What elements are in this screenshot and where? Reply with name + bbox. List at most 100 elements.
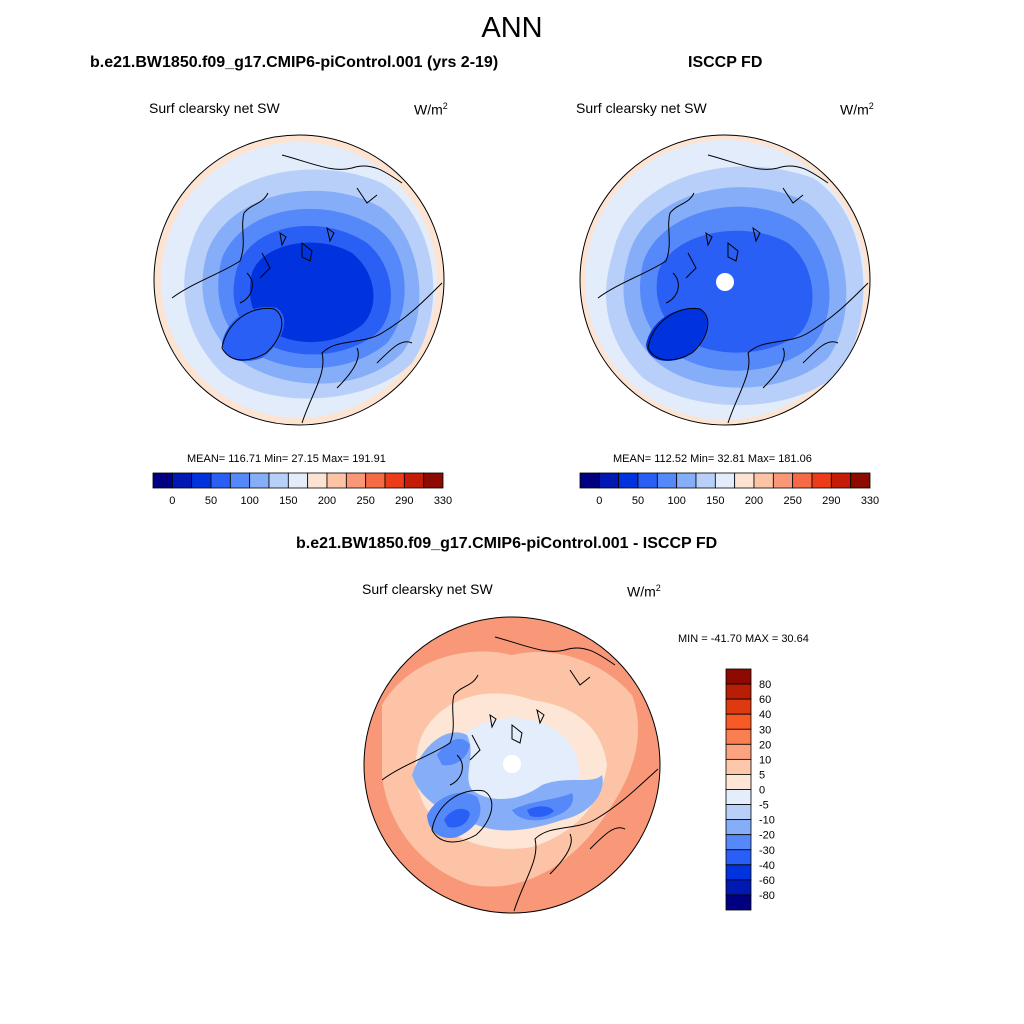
colorbar-swatch — [725, 789, 752, 805]
colorbar-tick-label: 150 — [279, 495, 297, 507]
colorbar-swatch — [725, 804, 752, 821]
colorbar-swatch — [725, 668, 752, 685]
colorbar-swatch — [676, 472, 697, 489]
colorbar-tick-label: 100 — [667, 495, 685, 507]
colorbar-tick-label: -10 — [759, 815, 775, 827]
panel-title-diff: b.e21.BW1850.f09_g17.CMIP6-piControl.001… — [296, 535, 718, 552]
colorbar-tick-label: 0 — [596, 495, 602, 507]
colorbar-tick-label: -30 — [759, 845, 775, 857]
colorbar-tick-label: 50 — [205, 495, 217, 507]
panel-title-obs: ISCCP FD — [688, 54, 763, 71]
colorbar-swatch — [249, 472, 270, 489]
colorbar-tick-label: 250 — [783, 495, 801, 507]
colorbar-swatch — [171, 472, 193, 489]
colorbar-tick-label: 290 — [395, 495, 413, 507]
coastline-islands — [489, 708, 545, 744]
colorbar-tick-label: 150 — [706, 495, 724, 507]
colorbar-swatch — [287, 472, 309, 489]
colorbar-swatch — [598, 472, 620, 489]
polar-map-obs — [579, 134, 871, 426]
coastline-greenland — [221, 307, 283, 361]
polar-map-model — [153, 134, 445, 426]
colorbar-tick-label: 10 — [759, 754, 771, 766]
coastline-eurasia — [301, 282, 443, 424]
map-boundary — [579, 134, 871, 426]
colorbar-swatch — [656, 472, 678, 489]
colorbar-swatch — [725, 849, 752, 866]
colorbar-swatch — [384, 472, 405, 489]
stats-obs: MEAN= 112.52 Min= 32.81 Max= 181.06 — [613, 453, 812, 465]
coastline-greenland — [647, 307, 709, 361]
page-title: ANN — [481, 12, 543, 44]
colorbar-swatch — [725, 834, 752, 851]
colorbar-tick-label: 250 — [356, 495, 374, 507]
units-label-diff: W/m2 — [627, 583, 661, 600]
colorbar-swatch — [326, 472, 347, 489]
coastline-canada — [171, 192, 271, 304]
colorbar-swatch — [725, 879, 752, 896]
colorbar-swatch — [365, 472, 386, 489]
colorbar-swatch — [307, 472, 328, 489]
coastline-canada — [597, 192, 697, 304]
colorbar-swatch — [725, 698, 752, 715]
colorbar-tick-label: 200 — [318, 495, 336, 507]
colorbar-swatch — [830, 472, 852, 489]
colorbar-tick-label: 0 — [759, 785, 765, 797]
coastline-islands — [705, 226, 761, 262]
polar-map-diff — [363, 616, 661, 914]
colorbar-tick-label: 20 — [759, 739, 771, 751]
colorbar-swatch — [734, 472, 755, 489]
colorbar-swatch — [725, 713, 752, 730]
map-boundary — [363, 616, 661, 914]
colorbar-tick-label: 330 — [861, 495, 879, 507]
colorbar-swatch — [725, 894, 752, 911]
colorbar-swatch — [714, 472, 736, 489]
colorbar-swatch — [210, 472, 231, 489]
diff-field-cool3 — [444, 806, 554, 828]
colorbar-tick-label: 30 — [759, 724, 771, 736]
colorbar-tick-label: -5 — [759, 800, 769, 812]
coastline-canada — [381, 674, 481, 786]
colorbar-tick-label: 80 — [759, 679, 771, 691]
colorbar-tick-label: 100 — [240, 495, 258, 507]
stats-model: MEAN= 116.71 Min= 27.15 Max= 191.91 — [187, 453, 386, 465]
colorbar-swatch — [191, 472, 212, 489]
coastline-siberia — [281, 154, 403, 204]
colorbar-tick-label: 200 — [745, 495, 763, 507]
colorbar-model: 0 50 100 150 200 250 290 330 — [152, 472, 452, 507]
colorbar-diff: 80 60 40 30 20 10 5 0 -5 -10 -20 -30 -40 -60 -80 — [725, 668, 775, 911]
colorbar-swatch — [345, 472, 367, 489]
colorbar-swatch — [725, 743, 752, 760]
colorbar-swatch — [772, 472, 794, 489]
coastline-greenland — [431, 789, 493, 843]
coastline-siberia — [494, 636, 616, 686]
pole-hole — [503, 755, 521, 773]
colorbar-swatch — [850, 472, 871, 489]
colorbar-tick-label: 40 — [759, 709, 771, 721]
colorbar-swatch — [725, 864, 752, 881]
variable-label-obs: Surf clearsky net SW — [576, 100, 707, 116]
colorbar-tick-label: 0 — [169, 495, 175, 507]
colorbar-tick-label: -40 — [759, 860, 775, 872]
colorbar-tick-label: -60 — [759, 875, 775, 887]
colorbar-tick-label: 290 — [822, 495, 840, 507]
map-boundary — [153, 134, 445, 426]
colorbar-swatch — [725, 774, 752, 790]
colorbar-swatch — [725, 728, 752, 745]
colorbar-swatch — [811, 472, 832, 489]
colorbar-swatch — [268, 472, 289, 489]
panel-title-model: b.e21.BW1850.f09_g17.CMIP6-piControl.001… — [90, 54, 499, 71]
units-label-obs: W/m2 — [840, 101, 874, 118]
colorbar-swatch — [229, 472, 251, 489]
colorbar-swatch — [792, 472, 813, 489]
pole-hole — [716, 273, 734, 291]
colorbar-swatch — [403, 472, 425, 489]
colorbar-swatch — [725, 683, 752, 700]
colorbar-swatch — [725, 758, 752, 775]
variable-label-diff: Surf clearsky net SW — [362, 581, 493, 597]
colorbar-swatch — [725, 819, 752, 836]
colorbar-swatch — [618, 472, 639, 489]
variable-label-model: Surf clearsky net SW — [149, 100, 280, 116]
colorbar-tick-label: -20 — [759, 830, 775, 842]
colorbar-swatch — [579, 472, 600, 489]
